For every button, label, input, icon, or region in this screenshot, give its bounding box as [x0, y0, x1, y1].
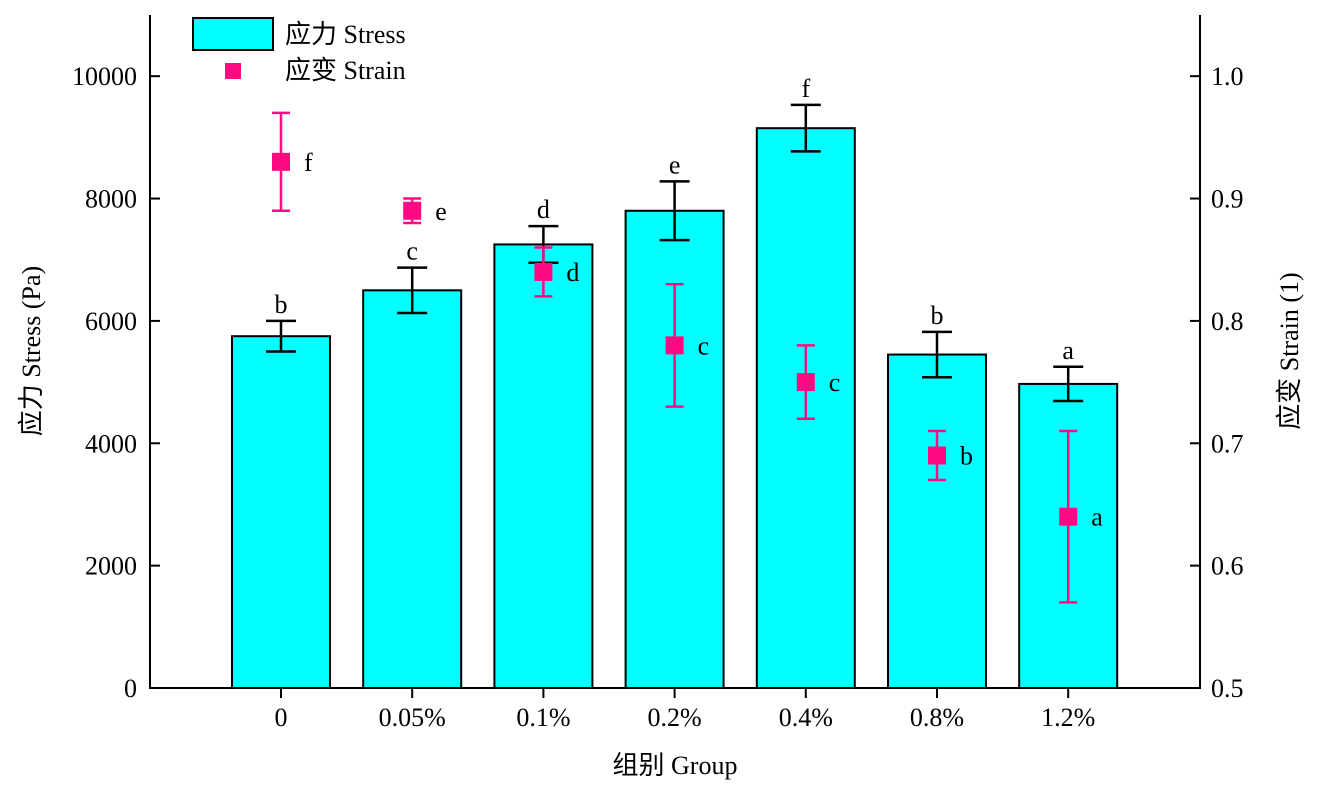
stress-bar-2	[493, 243, 594, 689]
x-tick-label-5: 0.8%	[910, 703, 964, 732]
strain-label-6: a	[1091, 503, 1103, 532]
stress-error-bar-3	[659, 180, 690, 242]
legend: 应力 Stress 应变 Strain	[192, 17, 406, 85]
stress-label-6: a	[1062, 336, 1074, 365]
legend-stress-swatch	[192, 17, 274, 51]
stress-label-1: c	[406, 237, 418, 266]
strain-label-1: e	[435, 197, 447, 226]
stress-bars	[231, 127, 1119, 690]
y-left-tick-label-4: 8000	[85, 185, 137, 214]
stress-bar-3	[624, 209, 725, 689]
y-left-tick-label-2: 4000	[85, 429, 137, 458]
y-right-tick-label-0: 0.5	[1211, 674, 1244, 703]
strain-label-3: c	[698, 331, 710, 360]
strain-significance-labels: f e d c c b a	[304, 148, 1103, 532]
y-left-tick-label-1: 2000	[85, 552, 137, 581]
y-right-tick-label-3: 0.8	[1211, 307, 1244, 336]
y-left-ticks: 0 2000 4000 6000 8000 10000	[72, 62, 160, 703]
stress-label-5: b	[931, 301, 944, 330]
stress-label-0: b	[275, 290, 288, 319]
strain-point-5	[928, 446, 946, 465]
stress-bar-1	[362, 289, 463, 689]
y-right-tick-label-4: 0.9	[1211, 185, 1244, 214]
x-axis-label: 组别 Group	[613, 751, 738, 780]
x-tick-label-3: 0.2%	[648, 703, 702, 732]
stress-error-bar-5	[922, 330, 952, 379]
strain-label-4: c	[829, 368, 841, 397]
stress-error-bar-1	[397, 266, 428, 315]
x-tick-label-2: 0.1%	[516, 703, 570, 732]
strain-point-3	[665, 336, 684, 355]
y-right-tick-label-1: 0.6	[1211, 552, 1244, 581]
stress-error-bar-0	[266, 319, 296, 353]
legend-stress-label: 应力 Stress	[285, 20, 406, 49]
strain-point-4	[796, 373, 815, 392]
strain-point-6	[1059, 507, 1078, 526]
x-ticks: 0 0.05% 0.1% 0.2% 0.4% 0.8% 1.2%	[275, 688, 1095, 732]
stress-significance-labels: b c d e f b a	[275, 74, 1075, 365]
stress-label-2: d	[537, 195, 550, 224]
stress-error-bar-4	[790, 103, 821, 153]
strain-points	[272, 152, 1078, 526]
y-axis-left-label: 应力 Stress (Pa)	[17, 266, 46, 436]
x-tick-label-4: 0.4%	[779, 703, 833, 732]
y-left-tick-label-3: 6000	[85, 307, 137, 336]
x-tick-label-6: 1.2%	[1041, 703, 1095, 732]
strain-label-2: d	[566, 258, 579, 287]
stress-bar-5	[887, 353, 987, 689]
y-right-tick-label-5: 1.0	[1211, 62, 1244, 91]
y-axis-right-label: 应变 Strain (1)	[1275, 272, 1304, 429]
strain-point-2	[534, 262, 553, 281]
strain-point-0	[272, 152, 290, 171]
legend-strain-label: 应变 Strain	[285, 56, 406, 85]
strain-label-5: b	[960, 442, 973, 471]
stress-label-3: e	[669, 150, 681, 179]
x-tick-label-0: 0	[275, 703, 288, 732]
strain-label-0: f	[304, 148, 313, 177]
y-left-tick-label-0: 0	[124, 674, 137, 703]
x-tick-label-1: 0.05%	[379, 703, 446, 732]
legend-strain-marker	[225, 63, 241, 79]
stress-bar-0	[231, 335, 331, 689]
stress-error-bar-6	[1053, 365, 1084, 403]
y-right-ticks: 0.5 0.6 0.7 0.8 0.9 1.0	[1190, 62, 1244, 703]
stress-label-4: f	[801, 74, 810, 103]
y-left-tick-label-5: 10000	[72, 62, 137, 91]
strain-point-1	[403, 201, 422, 220]
y-right-tick-label-2: 0.7	[1211, 429, 1244, 458]
